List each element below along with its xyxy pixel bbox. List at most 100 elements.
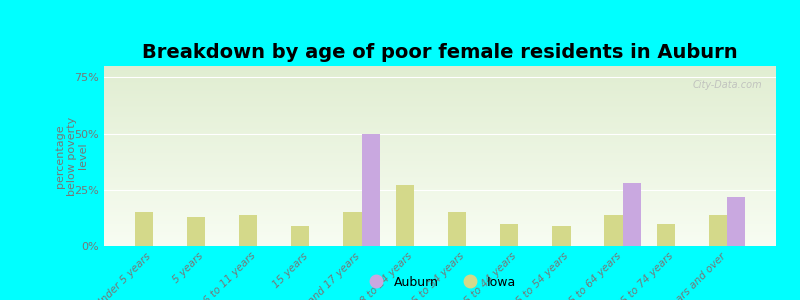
- Bar: [104, 195, 776, 196]
- Bar: [104, 182, 776, 183]
- Bar: [104, 103, 776, 104]
- Bar: [104, 112, 776, 113]
- Bar: [104, 110, 776, 111]
- Bar: [104, 190, 776, 191]
- Text: City-Data.com: City-Data.com: [693, 80, 762, 90]
- Bar: [104, 147, 776, 148]
- Bar: [104, 144, 776, 145]
- Bar: [104, 78, 776, 79]
- Bar: [104, 120, 776, 121]
- Bar: [104, 122, 776, 123]
- Bar: [104, 153, 776, 154]
- Bar: [104, 72, 776, 73]
- Bar: [104, 215, 776, 216]
- Bar: [104, 101, 776, 102]
- Bar: [104, 127, 776, 128]
- Bar: [104, 218, 776, 219]
- Bar: [104, 227, 776, 228]
- Bar: [104, 207, 776, 208]
- Bar: [104, 245, 776, 246]
- Bar: [104, 151, 776, 152]
- Bar: [104, 244, 776, 245]
- Bar: [104, 173, 776, 174]
- Bar: [104, 194, 776, 195]
- Bar: [104, 185, 776, 186]
- Bar: [104, 156, 776, 157]
- Bar: [104, 129, 776, 130]
- Bar: [104, 187, 776, 188]
- Bar: [104, 140, 776, 141]
- Bar: [104, 157, 776, 158]
- Bar: [104, 183, 776, 184]
- Bar: [104, 139, 776, 140]
- Bar: [104, 222, 776, 223]
- Bar: [104, 135, 776, 136]
- Bar: [104, 85, 776, 86]
- Bar: [104, 204, 776, 205]
- Bar: [104, 124, 776, 125]
- Bar: [104, 234, 776, 235]
- Bar: [104, 82, 776, 83]
- Bar: [104, 203, 776, 204]
- Bar: [104, 154, 776, 155]
- Bar: [104, 146, 776, 147]
- Bar: [104, 208, 776, 209]
- Bar: [104, 206, 776, 207]
- Bar: [104, 235, 776, 236]
- Bar: [104, 66, 776, 67]
- Bar: [104, 200, 776, 201]
- Bar: [362, 134, 380, 246]
- Bar: [104, 181, 776, 182]
- Bar: [291, 226, 310, 246]
- Bar: [657, 224, 675, 246]
- Bar: [104, 97, 776, 98]
- Bar: [104, 98, 776, 99]
- Bar: [104, 143, 776, 144]
- Bar: [104, 118, 776, 119]
- Bar: [104, 217, 776, 218]
- Bar: [605, 214, 622, 246]
- Bar: [500, 224, 518, 246]
- Bar: [104, 142, 776, 143]
- Title: Breakdown by age of poor female residents in Auburn: Breakdown by age of poor female resident…: [142, 43, 738, 62]
- Bar: [104, 136, 776, 137]
- Bar: [186, 217, 205, 246]
- Bar: [104, 167, 776, 168]
- Bar: [104, 171, 776, 172]
- Bar: [104, 243, 776, 244]
- Bar: [104, 116, 776, 117]
- Bar: [104, 104, 776, 105]
- Bar: [343, 212, 362, 246]
- Bar: [104, 172, 776, 173]
- Bar: [104, 123, 776, 124]
- Bar: [104, 69, 776, 70]
- Bar: [104, 193, 776, 194]
- Bar: [104, 80, 776, 81]
- Bar: [104, 169, 776, 170]
- Bar: [104, 189, 776, 190]
- Bar: [104, 164, 776, 165]
- Bar: [104, 138, 776, 139]
- Bar: [104, 130, 776, 131]
- Bar: [104, 165, 776, 166]
- Bar: [104, 221, 776, 222]
- Bar: [104, 177, 776, 178]
- Bar: [104, 115, 776, 116]
- Bar: [104, 201, 776, 202]
- Bar: [104, 233, 776, 234]
- Bar: [104, 94, 776, 95]
- Bar: [104, 88, 776, 89]
- Bar: [709, 214, 727, 246]
- Bar: [104, 111, 776, 112]
- Bar: [104, 219, 776, 220]
- Bar: [104, 241, 776, 242]
- Bar: [104, 105, 776, 106]
- Bar: [104, 149, 776, 150]
- Bar: [104, 131, 776, 132]
- Bar: [104, 114, 776, 115]
- Bar: [104, 184, 776, 185]
- Bar: [104, 160, 776, 161]
- Bar: [104, 231, 776, 232]
- Bar: [104, 178, 776, 179]
- Bar: [104, 209, 776, 210]
